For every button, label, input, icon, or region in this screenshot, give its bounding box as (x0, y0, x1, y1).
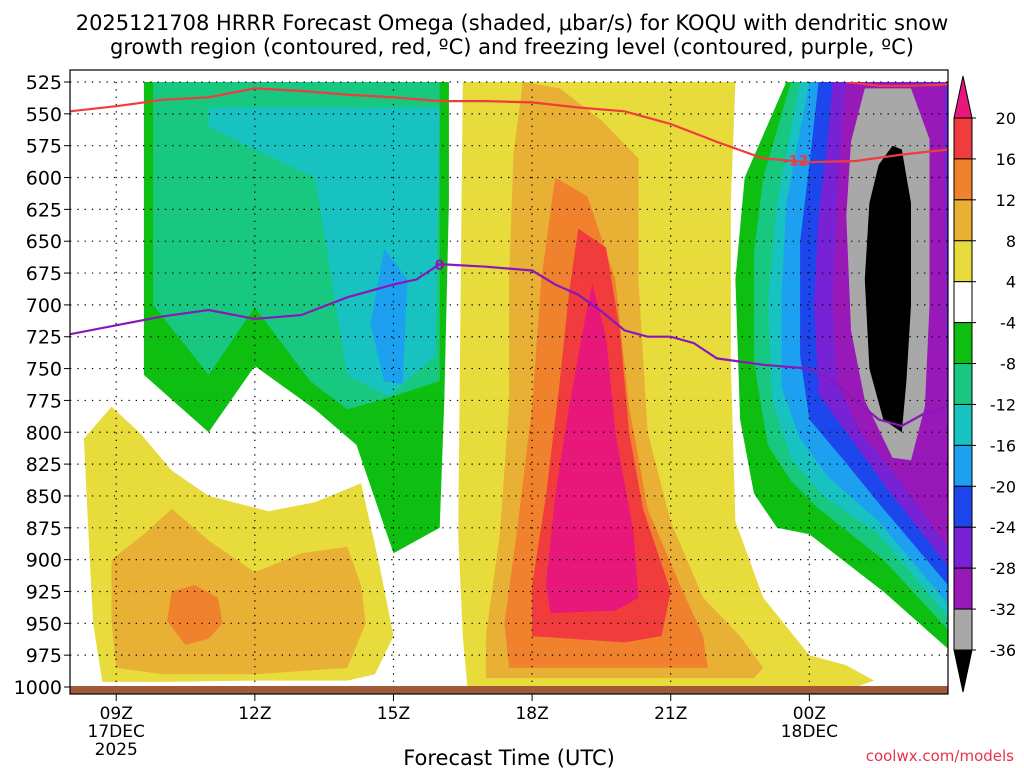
x-tick-date: 17DEC (88, 722, 145, 742)
y-tick-label: 625 (26, 199, 62, 221)
y-tick-label: 650 (26, 231, 62, 253)
freezing-contour-label: 0 (435, 258, 445, 274)
x-tick-label: 12Z (238, 704, 271, 724)
y-tick-label: 725 (26, 327, 62, 349)
colorbar-label: -8 (1000, 355, 1016, 374)
chart-title-line2: growth region (contoured, red, ºC) and f… (110, 35, 914, 59)
dgz-contour-label: -12 (783, 154, 808, 170)
colorbar-swatch (953, 567, 973, 610)
y-tick-label: 1000 (14, 677, 62, 699)
colorbar-label: 16 (996, 150, 1016, 169)
x-tick-label: 18Z (515, 704, 548, 724)
omega-region-s_12 (167, 585, 223, 645)
omega-region-e_-40 (864, 145, 911, 433)
colorbar-swatch (953, 117, 973, 160)
y-tick-label: 800 (26, 422, 62, 444)
x-tick-label: 21Z (654, 704, 687, 724)
x-tick-date: 18DEC (781, 722, 838, 742)
omega-region-m_20 (546, 283, 639, 614)
x-axis-label: Forecast Time (UTC) (403, 746, 615, 768)
y-tick-label: 675 (26, 263, 62, 285)
colorbar-swatch (953, 526, 973, 569)
y-tick-label: 875 (26, 518, 62, 540)
chart-title-line1: 2025121708 HRRR Forecast Omega (shaded, … (76, 11, 949, 35)
colorbar: 20 16 12 8 4 -4 -8 -12 -16 -20 -24 -28 -32 -36 (953, 75, 1016, 693)
colorbar-label: 20 (996, 109, 1016, 128)
plot-frame (69, 69, 949, 695)
colorbar-swatch (953, 403, 973, 446)
colorbar-label: -36 (990, 641, 1016, 660)
colorbar-label: -12 (990, 395, 1016, 414)
colorbar-label: 12 (996, 191, 1016, 210)
colorbar-label: -24 (990, 518, 1016, 537)
y-tick-label: 925 (26, 581, 62, 603)
credit-text: coolwx.com/models (866, 747, 1014, 765)
dgz-minus12-line-upper (846, 82, 948, 87)
y-tick-label: 700 (26, 295, 62, 317)
colorbar-bottom-arrow (953, 649, 973, 693)
y-tick-label: 825 (26, 454, 62, 476)
x-tick-label: 15Z (377, 704, 410, 724)
y-tick-label: 750 (26, 359, 62, 381)
y-tick-label: 775 (26, 390, 62, 412)
dgz-minus12-line (70, 87, 948, 164)
freezing-level-line (70, 262, 948, 428)
y-tick-label: 525 (26, 72, 62, 94)
surface-ground (70, 686, 948, 694)
plot-area: -12 0 (69, 69, 949, 695)
x-tick-label: 00Z (793, 704, 826, 724)
y-tick-label: 950 (26, 613, 62, 635)
y-tick-label: 600 (26, 168, 62, 190)
colorbar-swatch (953, 240, 973, 283)
colorbar-swatch (953, 199, 973, 242)
y-tick-label: 850 (26, 486, 62, 508)
colorbar-swatch (953, 608, 973, 651)
omega-field (83, 82, 948, 687)
colorbar-swatch (953, 158, 973, 201)
colorbar-label: -28 (990, 559, 1016, 578)
colorbar-label: 8 (1006, 232, 1016, 251)
y-tick-label: 900 (26, 550, 62, 572)
colorbar-swatch (953, 322, 973, 365)
x-tick-label: 09Z (100, 704, 133, 724)
y-tick-label: 975 (26, 645, 62, 667)
colorbar-label: -32 (990, 600, 1016, 619)
y-axis: 525 550 575 600 625 650 675 700 725 750 775 800 825 8… (14, 72, 70, 699)
x-tick-year: 2025 (95, 740, 138, 760)
y-tick-label: 550 (26, 104, 62, 126)
colorbar-swatch (953, 485, 973, 528)
colorbar-label: 4 (1006, 273, 1016, 292)
colorbar-label: -20 (990, 477, 1016, 496)
colorbar-swatch (953, 444, 973, 487)
colorbar-swatch (953, 281, 973, 324)
colorbar-label: -4 (1000, 314, 1016, 333)
y-tick-label: 575 (26, 136, 62, 158)
colorbar-label: -16 (990, 436, 1016, 455)
colorbar-swatch (953, 363, 973, 405)
